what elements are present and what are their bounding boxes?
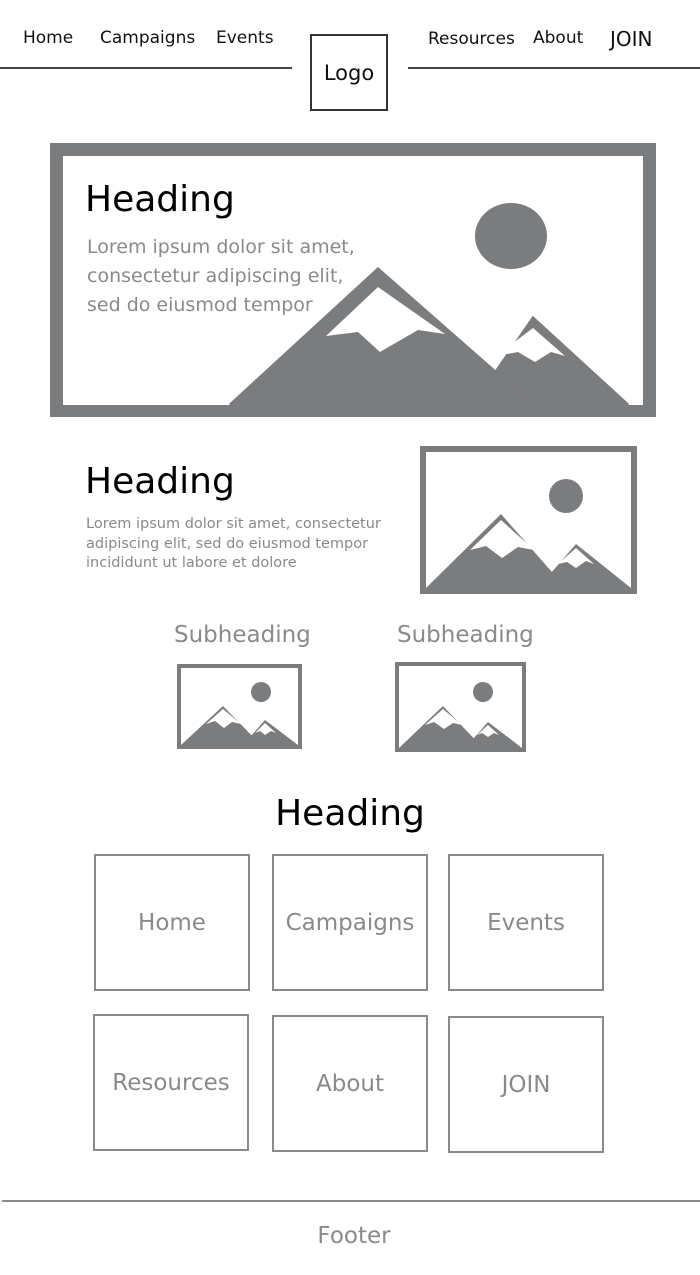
nav-link-campaigns[interactable]: Campaigns <box>100 28 196 48</box>
footer: Footer <box>317 1223 391 1249</box>
nav-link-home[interactable]: Home <box>23 28 74 48</box>
grid-tile-join[interactable]: JOIN <box>448 1016 604 1153</box>
mountain-sun-icon <box>399 682 522 748</box>
grid-tile-home[interactable]: Home <box>94 854 250 991</box>
nav-divider-right <box>408 67 700 69</box>
grid-tile-events[interactable]: Events <box>448 854 604 991</box>
nav-link-resources[interactable]: Resources <box>428 29 515 49</box>
subheading-1: Subheading <box>174 622 311 648</box>
nav-link-join[interactable]: JOIN <box>610 27 653 51</box>
grid-tile-resources[interactable]: Resources <box>93 1014 249 1151</box>
nav-link-events[interactable]: Events <box>216 28 274 48</box>
hero-heading: Heading <box>85 179 235 220</box>
subsection2-image-placeholder <box>395 662 526 752</box>
hero-image-placeholder <box>50 143 656 417</box>
section2-image-placeholder <box>420 446 637 594</box>
footer-divider <box>2 1200 700 1202</box>
subsection1-image-placeholder <box>177 664 302 749</box>
grid-tile-about[interactable]: About <box>272 1015 428 1152</box>
hero-body-text: Lorem ipsum dolor sit amet, consectetur … <box>87 236 355 316</box>
section2-body-text: Lorem ipsum dolor sit amet, consectetur … <box>86 516 381 571</box>
mountain-sun-icon <box>228 203 630 405</box>
logo[interactable]: Logo <box>310 34 388 111</box>
grid-heading: Heading <box>275 793 425 834</box>
nav-divider-left <box>0 67 292 69</box>
subheading-2: Subheading <box>397 622 534 648</box>
grid-tile-campaigns[interactable]: Campaigns <box>272 854 428 991</box>
mountain-sun-icon <box>426 479 631 588</box>
nav-link-about[interactable]: About <box>533 28 584 48</box>
mountain-sun-icon <box>181 682 298 745</box>
section2-heading: Heading <box>85 461 235 502</box>
